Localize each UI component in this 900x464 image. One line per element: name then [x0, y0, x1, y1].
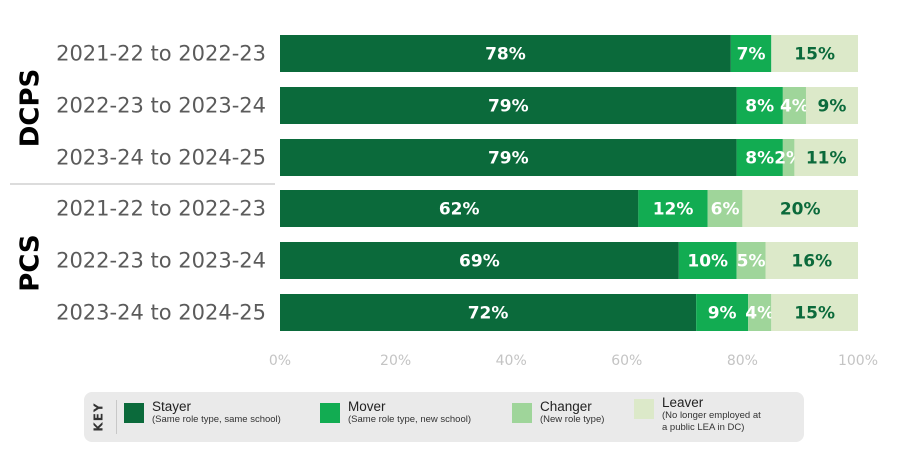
- data-label-dcps-1-leaver: 15%: [794, 45, 835, 65]
- bar-segment-pcs-2-leaver: [765, 242, 858, 279]
- bar-segment-pcs-2-changer: [736, 242, 766, 279]
- legend-name-mover: Mover: [348, 399, 386, 414]
- bar-segment-dcps-1-stayer: [280, 35, 731, 72]
- x-tick-label-80: 80%: [727, 353, 758, 369]
- x-tick-label-20: 20%: [380, 353, 411, 369]
- legend-swatch-leaver: [634, 399, 654, 419]
- bar-segment-dcps-3-changer: [782, 139, 795, 176]
- legend-name-stayer: Stayer: [152, 399, 192, 414]
- legend-desc-changer: (New role type): [540, 414, 605, 425]
- data-label-dcps-3-mover: 8%: [745, 149, 774, 169]
- bar-segment-dcps-1-mover: [730, 35, 772, 72]
- legend-swatch-changer: [512, 403, 532, 423]
- bar-segment-dcps-3-stayer: [280, 139, 737, 176]
- data-label-pcs-1-leaver: 20%: [780, 200, 821, 220]
- bar-segment-pcs-2-stayer: [280, 242, 679, 279]
- category-label-dcps-3: 2023-24 to 2024-25: [56, 146, 266, 170]
- bar-segment-dcps-2-leaver: [805, 87, 858, 124]
- bar-segment-pcs-1-leaver: [742, 190, 858, 227]
- legend-item-leaver: Leaver (No longer employed at a public L…: [634, 395, 761, 434]
- legend-desc-mover: (Same role type, new school): [348, 414, 472, 425]
- legend-desc-leaver-line2: a public LEA in DC): [662, 422, 745, 433]
- bar-segment-dcps-2-mover: [736, 87, 783, 124]
- legend-item-changer: Changer (New role type): [512, 399, 604, 426]
- legend-desc-stayer: (Same role type, same school): [152, 414, 281, 425]
- legend-item-stayer: Stayer (Same role type, same school): [124, 399, 281, 426]
- key-title: KEY: [92, 402, 106, 432]
- legend-name-changer: Changer: [540, 399, 592, 414]
- data-label-pcs-3-leaver: 15%: [794, 304, 835, 324]
- category-label-pcs-3: 2023-24 to 2024-25: [56, 301, 266, 325]
- bar-segment-pcs-2-mover: [678, 242, 737, 279]
- bar-segment-pcs-3-changer: [748, 294, 772, 331]
- data-label-pcs-2-stayer: 69%: [459, 252, 500, 272]
- category-label-dcps-1: 2021-22 to 2022-23: [56, 42, 266, 66]
- legend-swatch-mover: [320, 403, 340, 423]
- data-label-pcs-3-stayer: 72%: [468, 304, 509, 324]
- bar-segment-pcs-3-stayer: [280, 294, 697, 331]
- bar-segment-dcps-2-changer: [782, 87, 806, 124]
- bar-segment-pcs-1-changer: [707, 190, 743, 227]
- x-tick-label-60: 60%: [611, 353, 642, 369]
- x-tick-label-100: 100%: [838, 353, 878, 369]
- data-label-dcps-1-mover: 7%: [737, 45, 766, 65]
- legend-item-mover: Mover (Same role type, new school): [320, 399, 471, 426]
- x-tick-label-0: 0%: [269, 353, 291, 369]
- bar-segment-dcps-1-leaver: [771, 35, 858, 72]
- data-label-dcps-3-stayer: 79%: [488, 149, 529, 169]
- data-label-dcps-3-leaver: 11%: [806, 149, 847, 169]
- bar-segment-pcs-1-stayer: [280, 190, 639, 227]
- bar-segment-dcps-3-leaver: [794, 139, 858, 176]
- group-label-pcs: PCS: [16, 234, 46, 291]
- legend-name-leaver: Leaver: [662, 395, 704, 410]
- data-label-dcps-1-stayer: 78%: [485, 45, 526, 65]
- data-label-pcs-1-stayer: 62%: [439, 200, 480, 220]
- legend-swatch-stayer: [124, 403, 144, 423]
- bar-segment-dcps-2-stayer: [280, 87, 737, 124]
- group-label-dcps: DCPS: [16, 69, 46, 147]
- x-tick-label-40: 40%: [496, 353, 527, 369]
- data-label-dcps-2-mover: 8%: [745, 97, 774, 117]
- category-label-dcps-2: 2022-23 to 2023-24: [56, 94, 266, 118]
- data-label-pcs-2-leaver: 16%: [791, 252, 832, 272]
- data-label-pcs-1-changer: 6%: [711, 200, 740, 220]
- data-label-dcps-2-leaver: 9%: [818, 97, 847, 117]
- bar-segment-pcs-3-leaver: [771, 294, 858, 331]
- category-label-pcs-2: 2022-23 to 2023-24: [56, 249, 266, 273]
- data-label-pcs-3-mover: 9%: [708, 304, 737, 324]
- key-divider: [116, 400, 117, 434]
- category-label-pcs-1: 2021-22 to 2022-23: [56, 197, 266, 221]
- data-label-pcs-1-mover: 12%: [653, 200, 694, 220]
- data-label-pcs-2-changer: 5%: [737, 252, 766, 272]
- bar-segment-pcs-3-mover: [696, 294, 749, 331]
- data-label-pcs-2-mover: 10%: [687, 252, 728, 272]
- bar-segment-pcs-1-mover: [638, 190, 708, 227]
- bar-segment-dcps-3-mover: [736, 139, 783, 176]
- legend-key: KEY Stayer (Same role type, same school)…: [84, 392, 804, 442]
- data-label-dcps-2-changer: 4%: [780, 97, 809, 117]
- data-label-pcs-3-changer: 4%: [745, 304, 774, 324]
- data-label-dcps-2-stayer: 79%: [488, 97, 529, 117]
- legend-desc-leaver-line1: (No longer employed at: [662, 410, 761, 421]
